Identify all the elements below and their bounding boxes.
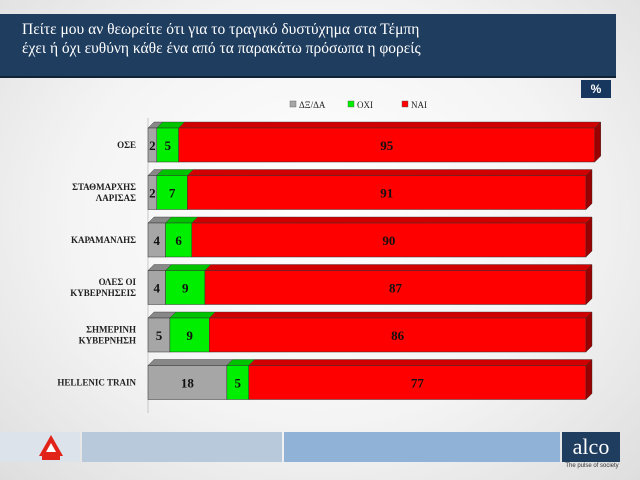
data-label: 5 [156, 328, 163, 343]
bar-segment [204, 270, 587, 305]
data-label: 91 [380, 186, 393, 201]
data-label: 5 [235, 376, 242, 391]
footer-segment [0, 432, 80, 462]
bar-segment [209, 317, 587, 353]
data-label: 9 [182, 281, 189, 296]
data-label: 90 [382, 233, 395, 248]
category-label: ΛΑΡΙΣΑΣ [96, 193, 136, 203]
data-label: 4 [154, 233, 161, 248]
data-label: 7 [169, 186, 176, 201]
footer-segment [82, 432, 282, 462]
category-label: ΣΗΜΕΡΙΝΗ [86, 325, 136, 335]
bar-segment-top [178, 121, 602, 129]
category-label: ΟΣΕ [117, 140, 136, 150]
bar-segment-top [169, 311, 216, 319]
alco-logo: alco [562, 432, 620, 462]
legend-label: ΝΑΙ [411, 100, 427, 110]
category-label: HELLENIC TRAIN [57, 378, 136, 388]
data-label: 86 [391, 328, 405, 343]
alpha-news-logo-icon [39, 435, 63, 460]
data-label: 87 [389, 281, 403, 296]
bar-segment-top [191, 216, 593, 224]
legend-label: ΟΧΙ [357, 100, 373, 110]
bar-segment [169, 317, 210, 353]
data-label: 2 [149, 186, 156, 201]
bar-segment [191, 222, 587, 258]
category-label: ΟΛΕΣ ΟΙ [99, 277, 137, 287]
percent-badge: % [581, 80, 611, 98]
bar-segment-side [585, 169, 593, 210]
bar-segment-side [585, 264, 593, 305]
title-line-1: Πείτε μου αν θεωρείτε ότι για το τραγικό… [22, 21, 420, 38]
data-label: 6 [175, 233, 182, 248]
data-label: 77 [411, 376, 425, 391]
category-label: ΣΤΑΘΜΑΡΧΗΣ [72, 182, 136, 192]
bar-segment [165, 270, 206, 305]
data-label: 9 [186, 328, 193, 343]
bar-segment [147, 365, 228, 400]
data-label: 4 [154, 281, 161, 296]
bar-segment-side [585, 311, 593, 353]
bar-segment [187, 175, 587, 210]
legend-label: ΔΞ/ΔΑ [299, 100, 326, 110]
bar-segment-top [147, 359, 234, 366]
bar-segment-top [165, 264, 212, 271]
category-label: ΚΥΒΕΡΝΗΣΗ [79, 336, 136, 346]
bar-segment-side [585, 216, 593, 258]
bar-segment-top [204, 264, 593, 271]
bar-segment [178, 127, 596, 163]
bar-segment-top [186, 169, 593, 176]
bar-segment-top [208, 311, 593, 319]
bar-segment-side [585, 359, 593, 400]
legend-swatch [289, 100, 297, 108]
footer-segment [284, 432, 560, 462]
title-banner: Πείτε μου αν θεωρείτε ότι για το τραγικό… [0, 14, 616, 78]
title-line-2: έχει ή όχι ευθύνη κάθε ένα από τα παρακά… [22, 40, 421, 57]
data-label: 95 [380, 138, 394, 153]
legend-swatch [401, 100, 409, 108]
chart-title: Πείτε μου αν θεωρείτε ότι για το τραγικό… [22, 20, 612, 58]
category-label: ΚΑΡΑΜΑΝΛΗΣ [71, 235, 136, 245]
bar-segment-top [248, 359, 593, 366]
bar-segment-top [156, 169, 194, 176]
data-label: 18 [181, 376, 195, 391]
category-label: ΚΥΒΕΡΝΗΣΕΙΣ [70, 288, 136, 298]
legend-swatch [347, 100, 355, 108]
data-label: 5 [164, 138, 171, 153]
bar-segment-side [594, 121, 601, 163]
data-label: 2 [149, 138, 156, 153]
alco-tagline: The pulse of society [565, 463, 619, 469]
footer-bar [0, 432, 640, 462]
